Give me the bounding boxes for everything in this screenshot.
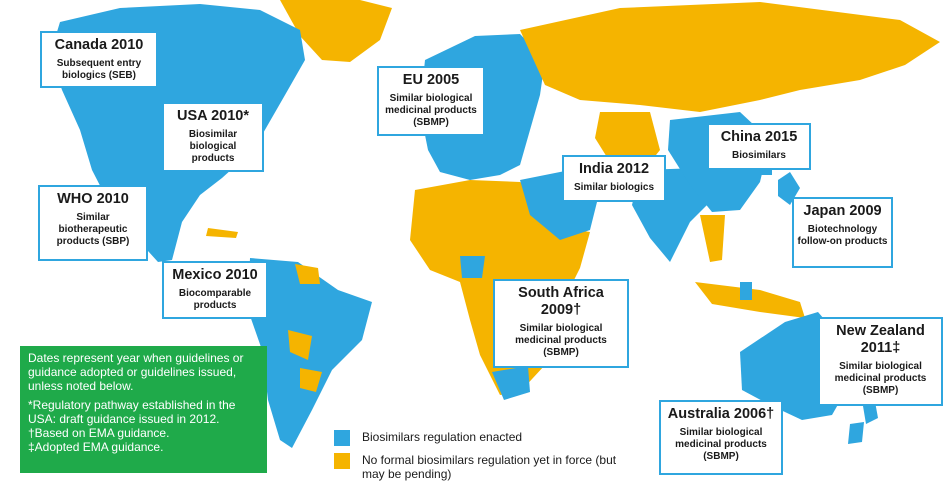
legend-regulated: Biosimilars regulation enacted [334,430,634,446]
label-eu: EU 2005 Similar biological medicinal pro… [377,66,485,136]
label-who-title: WHO 2010 [57,191,129,207]
note-footnote-1: *Regulatory pathway established in the U… [28,398,236,426]
label-china-title: China 2015 [720,129,798,145]
legend-swatch-no-regulation [334,453,350,469]
label-japan-title: Japan 2009 [803,203,882,219]
label-india: India 2012 Similar biologics [562,155,666,202]
label-china-sub: Biosimilars [732,150,786,161]
label-new-zealand-sub: Similar biological medicinal products (S… [834,361,927,396]
notes-box: Dates represent year when guidelines or … [20,346,267,473]
japan [778,172,800,205]
russia [520,2,940,112]
legend-swatch-regulated [334,430,350,446]
label-canada-sub: Subsequent entry biologics (SEB) [56,58,142,81]
south-america [248,258,372,448]
label-australia: Australia 2006† Similar biological medic… [659,400,783,475]
label-usa: USA 2010* Biosimilar biological products [162,102,264,172]
note-main: Dates represent year when guidelines or … [28,351,244,393]
label-mexico: Mexico 2010 Biocomparable products [162,261,268,319]
label-south-africa-sub: Similar biological medicinal products (S… [515,323,607,358]
label-india-title: India 2012 [578,161,650,177]
label-south-africa: South Africa 2009† Similar biological me… [493,279,629,368]
legend-no-regulation: No formal biosimilars regulation yet in … [334,453,634,481]
label-japan-sub: Biotechnology follow-on products [797,224,888,247]
label-canada-title: Canada 2010 [54,37,144,53]
label-who: WHO 2010 Similar biotherapeutic products… [38,185,148,261]
legend-label-regulated: Biosimilars regulation enacted [362,430,523,444]
label-usa-sub: Biosimilar biological products [188,129,238,164]
note-footnote-2: †Based on EMA guidance. [28,426,170,440]
label-china: China 2015 Biosimilars [707,123,811,170]
label-mexico-title: Mexico 2010 [172,267,258,283]
label-south-africa-title: South Africa 2009† [518,285,604,318]
label-japan: Japan 2009 Biotechnology follow-on produ… [792,197,893,268]
label-canada: Canada 2010 Subsequent entry biologics (… [40,31,158,88]
label-mexico-sub: Biocomparable products [178,288,252,311]
label-australia-sub: Similar biological medicinal products (S… [675,427,767,462]
label-eu-title: EU 2005 [402,72,460,88]
label-india-sub: Similar biologics [573,182,655,193]
legend-label-no-regulation: No formal biosimilars regulation yet in … [362,453,617,481]
greenland [280,0,392,62]
note-footnote-3: ‡Adopted EMA guidance. [28,440,164,454]
label-australia-title: Australia 2006† [667,406,775,422]
label-new-zealand: New Zealand 2011‡ Similar biological med… [818,317,943,406]
label-eu-sub: Similar biological medicinal products (S… [385,93,477,128]
south-africa [492,366,530,400]
label-new-zealand-title: New Zealand 2011‡ [836,323,925,356]
label-who-sub: Similar biotherapeutic products (SBP) [56,212,130,247]
label-usa-title: USA 2010* [176,108,249,124]
